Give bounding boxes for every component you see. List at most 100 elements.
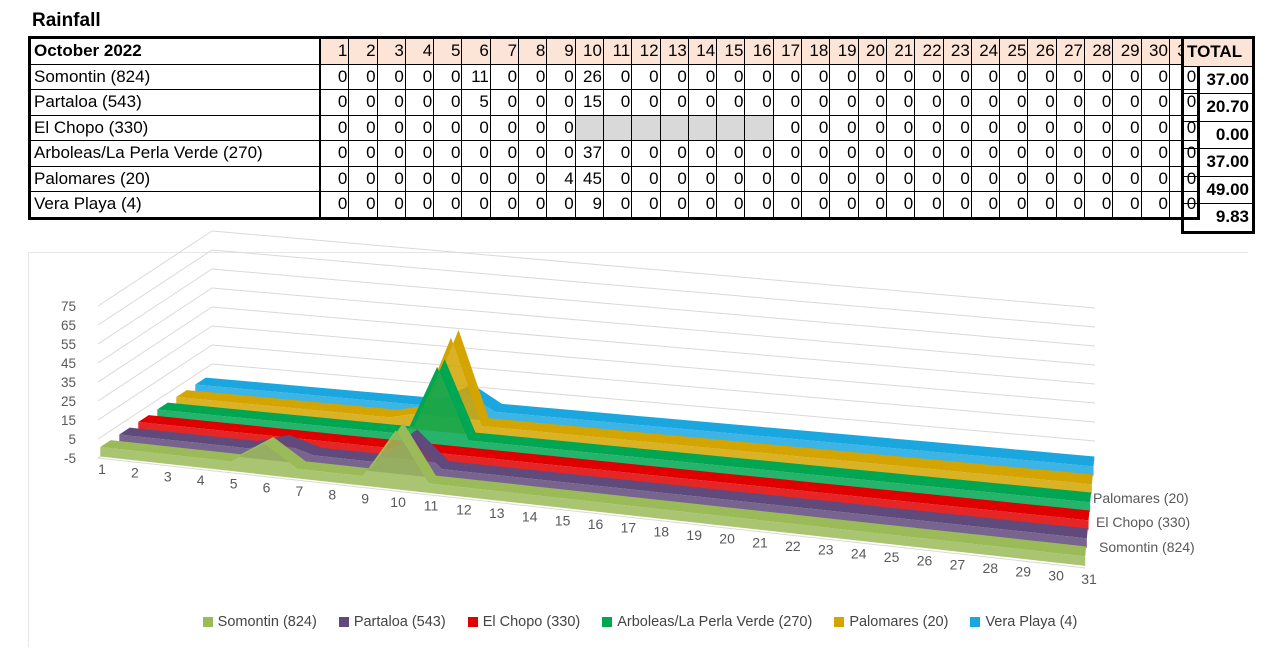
day-header: 18 xyxy=(801,37,831,65)
gridline xyxy=(211,268,1096,347)
day-header: 22 xyxy=(914,37,944,65)
rain-cell: 0 xyxy=(687,140,718,167)
day-header: 29 xyxy=(1112,37,1142,65)
day-header: 20 xyxy=(857,37,887,65)
series-ribbon xyxy=(100,422,1087,566)
table-header-label: October 2022 xyxy=(29,37,321,65)
rain-cell: 0 xyxy=(970,165,1001,192)
rain-cell: 0 xyxy=(1140,191,1170,219)
rain-cell: 0 xyxy=(716,140,746,167)
rain-cell: 26 xyxy=(574,63,604,90)
x-tick-label: 8 xyxy=(328,487,336,503)
rain-cell: 0 xyxy=(885,140,916,167)
legend-item: Arboleas/La Perla Verde (270) xyxy=(602,614,812,630)
y-tick-label: 45 xyxy=(61,356,76,371)
rain-cell: 0 xyxy=(376,191,406,219)
rain-cell: 5 xyxy=(461,89,491,116)
rain-cell: 9 xyxy=(574,191,604,219)
rain-cell: 0 xyxy=(602,191,633,219)
total-cell: 49.00 xyxy=(1182,175,1254,204)
rain-cell: 0 xyxy=(716,63,746,90)
rain-cell: 0 xyxy=(489,165,520,192)
x-tick-label: 5 xyxy=(230,476,238,492)
rain-cell: 0 xyxy=(1055,63,1086,90)
day-header: 12 xyxy=(631,37,661,65)
rain-cell xyxy=(602,114,633,141)
rain-cell: 0 xyxy=(433,191,463,219)
rain-cell: 0 xyxy=(999,140,1029,167)
rain-cell: 0 xyxy=(829,140,859,167)
rain-cell: 0 xyxy=(885,191,916,219)
rain-cell: 0 xyxy=(1084,114,1114,141)
rainfall-table: October 2022 1 2 3 4 5 6 7 8 9 10 11 12 13 14 15 16 17 18 1… xyxy=(28,36,1201,220)
depth-label: Somontin (824) xyxy=(1099,539,1195,555)
rain-cell: 0 xyxy=(885,114,916,141)
rain-cell: 0 xyxy=(772,165,803,192)
series-top xyxy=(157,359,1092,503)
rain-cell: 0 xyxy=(518,63,548,90)
x-tick-label: 29 xyxy=(1015,564,1031,580)
x-tick-label: 24 xyxy=(851,545,867,561)
series-front xyxy=(157,367,1091,512)
rain-cell: 0 xyxy=(518,114,548,141)
rain-cell: 0 xyxy=(659,191,689,219)
chart-area xyxy=(28,252,1248,647)
day-header: 27 xyxy=(1055,37,1086,65)
x-tick-label: 2 xyxy=(131,465,139,481)
x-tick-label: 28 xyxy=(983,560,999,576)
rain-cell: 0 xyxy=(319,89,350,116)
x-tick-label: 22 xyxy=(785,538,801,554)
rain-cell: 0 xyxy=(914,114,944,141)
day-header: 8 xyxy=(518,37,548,65)
legend-item: El Chopo (330) xyxy=(467,614,580,630)
rain-cell: 0 xyxy=(546,191,576,219)
day-header: 6 xyxy=(461,37,491,65)
day-header: 26 xyxy=(1027,37,1057,65)
gridline xyxy=(97,230,213,307)
rain-cell: 0 xyxy=(631,165,661,192)
series-front xyxy=(100,430,1086,566)
series-ribbon xyxy=(119,427,1088,548)
rain-cell: 0 xyxy=(772,140,803,167)
rain-cell: 0 xyxy=(914,89,944,116)
rain-cell: 0 xyxy=(716,165,746,192)
day-header: 13 xyxy=(659,37,689,65)
x-tick-label: 10 xyxy=(390,494,406,510)
legend-swatch xyxy=(970,617,981,627)
legend-swatch xyxy=(202,617,213,627)
rain-cell: 0 xyxy=(376,114,406,141)
table-row: Partaloa (543) 0 0 0 0 0 5 0 0 0 15 0 0 0 0 0 0 0 0 0 0 0 0 0 0 0… xyxy=(29,89,1200,116)
rain-cell: 0 xyxy=(461,165,491,192)
rain-cell: 0 xyxy=(801,191,831,219)
x-tick-label: 11 xyxy=(424,498,439,514)
total-row: 9.83 xyxy=(1182,203,1254,233)
rain-cell: 0 xyxy=(744,140,774,167)
rain-cell: 0 xyxy=(518,89,548,116)
y-tick-label: 25 xyxy=(61,394,76,409)
x-tick-label: 18 xyxy=(654,523,670,539)
day-header: 28 xyxy=(1084,37,1114,65)
rain-cell: 0 xyxy=(999,63,1029,90)
totals-table: TOTAL 37.00 20.70 0.00 37.00 49.00 9.83 xyxy=(1181,36,1255,234)
rain-cell xyxy=(687,114,718,141)
rain-cell: 0 xyxy=(687,89,718,116)
rain-cell: 0 xyxy=(857,140,887,167)
x-tick-label: 25 xyxy=(884,549,900,565)
rain-cell: 0 xyxy=(744,165,774,192)
rain-cell xyxy=(631,114,661,141)
series-top xyxy=(100,422,1087,557)
day-header: 11 xyxy=(602,37,633,65)
rain-cell: 0 xyxy=(659,140,689,167)
series-top xyxy=(119,427,1088,539)
x-tick-label: 31 xyxy=(1081,571,1097,587)
rain-cell: 0 xyxy=(518,191,548,219)
total-header: TOTAL xyxy=(1182,37,1254,67)
legend-label: Arboleas/La Perla Verde (270) xyxy=(617,614,813,630)
rain-cell: 0 xyxy=(999,165,1029,192)
total-row: 49.00 xyxy=(1182,175,1254,204)
gridline xyxy=(211,344,1096,423)
x-tick-label: 19 xyxy=(686,527,702,543)
table-header-row: October 2022 1 2 3 4 5 6 7 8 9 10 11 12 13 14 15 16 17 18 1… xyxy=(29,37,1200,65)
day-header: 30 xyxy=(1140,37,1170,65)
